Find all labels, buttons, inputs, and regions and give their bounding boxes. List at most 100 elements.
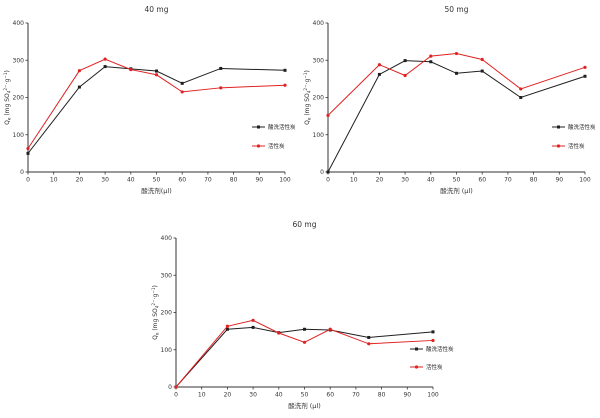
data-point-marker [219,86,223,90]
data-point-marker [403,59,407,63]
chart-title: 60 mg [293,220,317,229]
x-tick-label: 70 [204,177,212,184]
data-point-marker [180,81,184,85]
y-tick-label: 200 [313,95,325,102]
data-point-marker [77,69,81,73]
data-point-marker [283,83,287,87]
y-tick-label: 300 [313,57,325,64]
chart-50mg: 50 mg 0 10 20 30 40 50 60 70 80 90 100 0 100 200 300 400… [300,0,600,209]
data-point-marker [155,69,158,73]
axes [175,238,433,388]
data-point-marker [77,85,81,89]
data-point-marker [454,51,459,56]
y-tick-label: 400 [313,20,325,27]
data-point-marker [377,72,381,76]
chart-title: 40 mg [145,5,169,14]
x-tick-label: 30 [401,177,409,184]
data-point-marker [251,325,255,329]
y-tick-label: 100 [313,132,325,139]
chart-40mg: 40 mg 0 10 20 30 40 50 60 70 80 90 100 0 100 200 300 400… [0,0,320,209]
data-point-marker [583,74,587,78]
data-point-marker [519,87,523,91]
data-point-marker [429,54,433,58]
x-axis-label: 酸洗剂(μl) [141,186,172,195]
data-point-marker [26,151,30,155]
legend-marker [256,144,261,148]
data-point-marker [174,385,178,389]
y-tick-label: 400 [13,20,25,27]
legend-label: 酸洗活性炭 [426,345,454,353]
data-point-marker [519,96,523,99]
data-point-marker [431,338,435,343]
legend-label: 活性炭 [568,142,585,150]
data-point-marker [429,60,433,64]
svg-text:Qe (mg SO42−·g−1): Qe (mg SO42−·g−1) [151,285,160,340]
x-tick-label: 80 [378,392,386,399]
data-point-marker [277,331,281,335]
series-line [27,66,286,154]
x-tick-label: 50 [153,177,161,184]
series-line [175,326,434,388]
series-line [175,319,434,388]
chart-svg: 40 mg 0 10 20 30 40 50 60 70 80 90 100 0 100 200 300 400… [3,5,296,195]
chart-title: 50 mg [445,5,469,14]
data-point-marker [154,73,159,77]
chart-60mg: 60 mg 0 10 20 30 40 50 60 70 80 90 100 0 100 200 300 400… [148,215,468,418]
x-tick-label: 80 [230,177,238,184]
svg-text:Qe (mg SO42−·g−1): Qe (mg SO42−·g−1) [303,70,312,125]
legend-marker [257,125,260,129]
y-tick-label: 100 [161,347,173,354]
data-point-marker [129,67,133,72]
y-tick-label: 100 [13,132,25,139]
legend-marker [557,125,560,129]
x-tick-label: 90 [555,177,563,184]
data-point-marker [403,73,407,78]
chart-svg: 60 mg 0 10 20 30 40 50 60 70 80 90 100 0 100 200 300 400… [151,220,454,410]
x-tick-label: 30 [101,177,109,184]
x-tick-label: 100 [279,177,291,184]
data-point-marker [103,57,107,61]
data-point-marker [251,318,255,322]
data-point-marker [367,342,371,346]
x-tick-label: 100 [579,177,591,184]
x-tick-label: 40 [275,392,283,399]
y-tick-label: 400 [161,235,173,242]
x-tick-label: 90 [255,177,263,184]
data-point-marker [26,146,30,151]
legend-label: 酸洗活性炭 [268,123,296,131]
data-point-marker [328,327,332,331]
y-tick-label: 300 [13,57,25,64]
y-tick-label: 200 [161,310,173,317]
x-axis-label: 酸洗剂 (μl) [440,186,473,195]
legend-label: 活性炭 [426,363,443,371]
x-tick-label: 20 [224,392,232,399]
y-tick-label: 200 [13,95,25,102]
data-point-marker [480,57,484,62]
x-tick-label: 60 [178,177,186,184]
x-tick-label: 20 [376,177,384,184]
y-tick-label: 0 [320,169,324,176]
data-point-marker [377,63,381,67]
data-point-marker [367,335,371,339]
x-tick-label: 40 [127,177,135,184]
data-point-marker [103,65,107,69]
series-line [327,60,586,173]
data-point-marker [180,90,184,94]
x-axis-label: 酸洗剂 (μl) [288,401,321,410]
data-point-marker [283,68,287,72]
x-tick-label: 10 [198,392,206,399]
legend-marker [556,144,561,148]
legend-marker [414,365,419,369]
data-point-marker [219,66,223,70]
x-tick-label: 60 [326,392,334,399]
data-point-marker [302,340,307,344]
chart-svg: 50 mg 0 10 20 30 40 50 60 70 80 90 100 0 100 200 300 400… [303,5,596,195]
axes [27,23,285,173]
x-tick-label: 0 [174,392,178,399]
svg-text:Qe (mg SO42−·g−1): Qe (mg SO42−·g−1) [3,70,12,125]
y-axis-label: Qe (mg SO42−·g−1) [3,70,12,125]
data-point-marker [480,69,484,73]
x-tick-label: 50 [453,177,461,184]
x-tick-label: 10 [350,177,358,184]
x-tick-label: 30 [249,392,257,399]
